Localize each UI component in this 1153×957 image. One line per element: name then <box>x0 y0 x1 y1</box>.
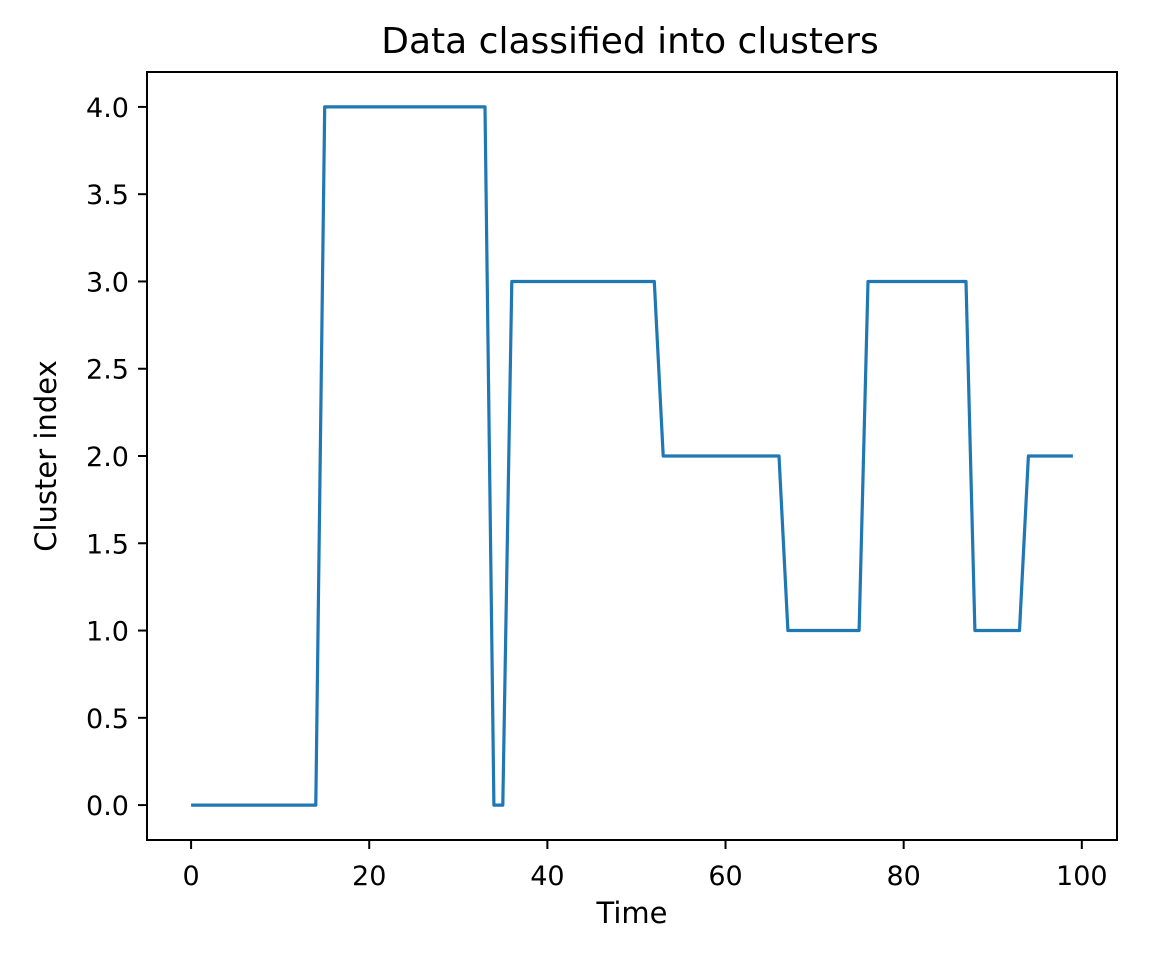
y-tick-label: 0.0 <box>86 791 129 822</box>
y-axis-ticks: 0.0 0.5 1.0 1.5 2.0 2.5 3.0 3.5 4.0 <box>86 93 147 822</box>
plot-frame <box>146 71 1118 841</box>
x-tick-label: 40 <box>530 861 564 892</box>
y-tick-label: 1.0 <box>86 617 129 648</box>
x-tick-label: 60 <box>708 861 742 892</box>
y-tick-label: 3.0 <box>86 267 129 298</box>
x-tick-label: 20 <box>352 861 386 892</box>
chart-title: Data classified into clusters <box>381 21 878 62</box>
x-tick-label: 100 <box>1056 861 1108 892</box>
x-axis-label: Time <box>596 896 668 930</box>
y-tick-label: 2.0 <box>86 442 129 473</box>
y-tick-label: 4.0 <box>86 93 129 124</box>
y-tick-label: 0.5 <box>86 704 129 735</box>
y-axis-label: Cluster index <box>29 360 63 552</box>
data-series-line <box>191 105 1073 807</box>
x-tick-label: 80 <box>886 861 920 892</box>
x-axis-ticks: 0 20 40 60 80 100 <box>182 840 1108 892</box>
x-tick-label: 0 <box>182 861 199 892</box>
y-tick-label: 3.5 <box>86 180 129 211</box>
y-tick-label: 2.5 <box>86 355 129 386</box>
y-tick-label: 1.5 <box>86 529 129 560</box>
